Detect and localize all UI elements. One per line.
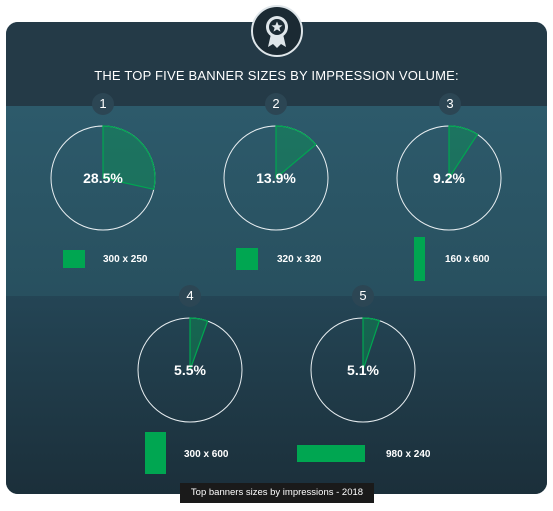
pie-value-label-4: 5.5% [174,362,206,378]
rank-badge-3: 3 [439,93,461,115]
size-label-5: 980 x 240 [386,449,431,460]
banner-swatch-300x250 [63,250,85,268]
rank-badge-2: 2 [265,93,287,115]
pie-chart-2: 13.9% [223,125,329,231]
pie-chart-4: 5.5% [137,317,243,423]
banner-swatch-320x320 [236,248,258,270]
pie-value-label-1: 28.5% [83,170,123,186]
pie-slice-5 [362,317,381,371]
pie-slice-4 [189,317,209,371]
rank-badge-4: 4 [179,285,201,307]
size-label-2: 320 x 320 [277,254,322,265]
banner-swatch-160x600 [414,237,425,281]
size-label-1: 300 x 250 [103,254,148,265]
pie-value-label-5: 5.1% [347,362,379,378]
banner-swatch-980x240 [297,445,365,462]
pie-value-label-3: 9.2% [433,170,465,186]
award-star-icon [251,5,303,57]
pie-chart-5: 5.1% [310,317,416,423]
pie-chart-1: 28.5% [50,125,156,231]
size-label-4: 300 x 600 [184,449,229,460]
rank-badge-1: 1 [92,93,114,115]
footer-caption: Top banners sizes by impressions - 2018 [180,483,374,503]
pie-value-label-2: 13.9% [256,170,296,186]
pie-slice-2 [275,125,317,180]
pie-slice-1 [102,125,156,191]
infographic-title: THE TOP FIVE BANNER SIZES BY IMPRESSION … [94,68,459,83]
size-label-3: 160 x 600 [445,254,490,265]
pie-slice-3 [448,125,479,181]
rank-badge-5: 5 [352,285,374,307]
banner-swatch-300x600 [145,432,166,474]
bottom-row-band [6,296,547,494]
pie-chart-3: 9.2% [396,125,502,231]
